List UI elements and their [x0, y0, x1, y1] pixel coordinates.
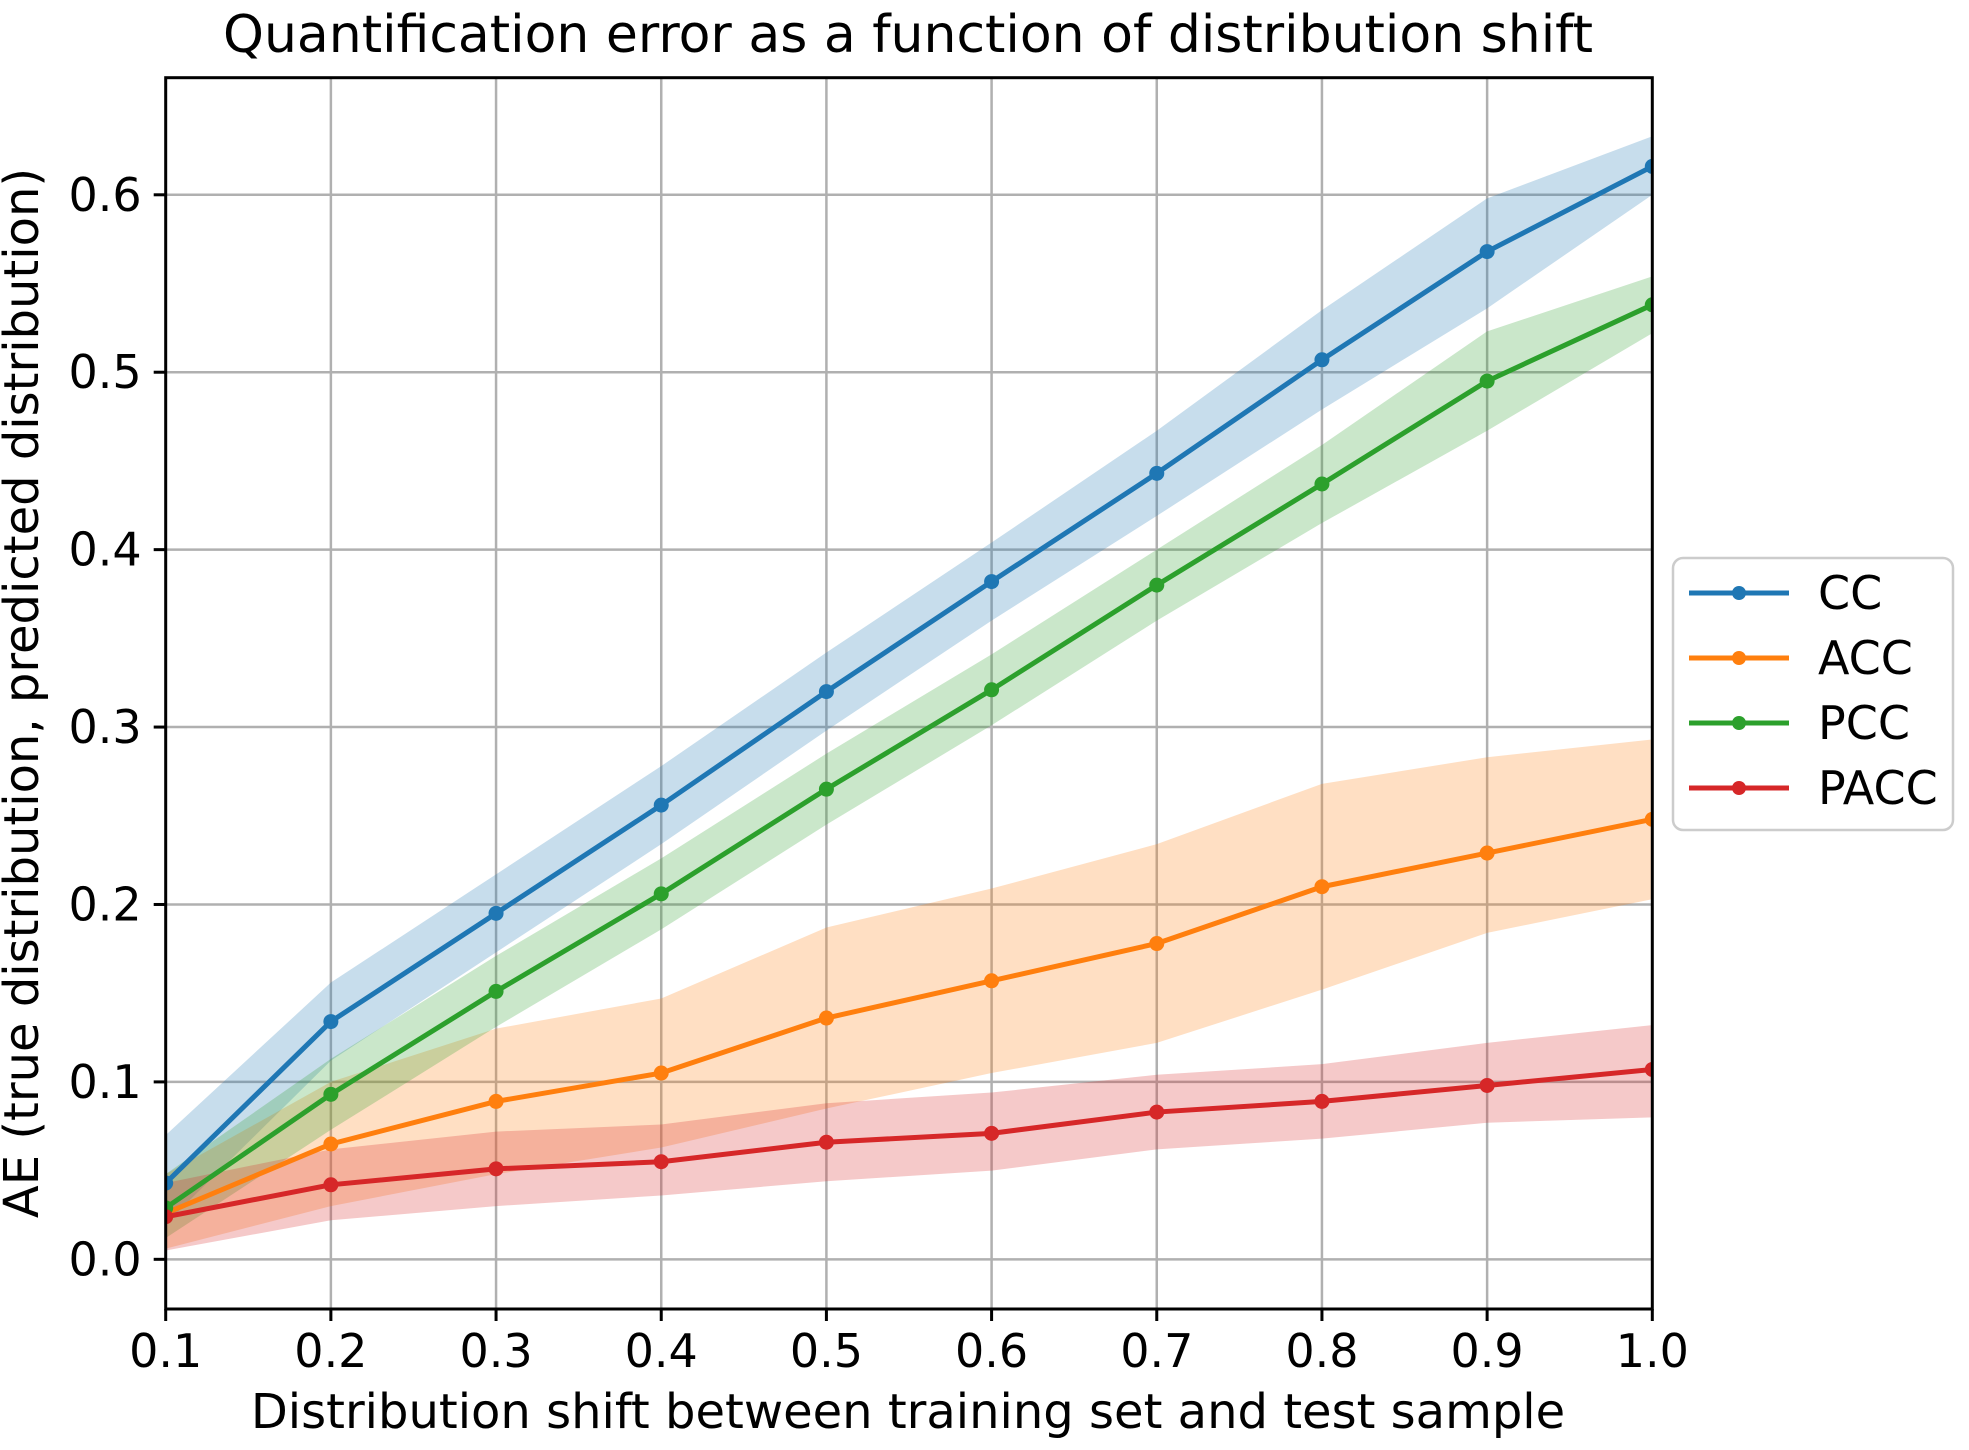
- plot-border: [164, 76, 1654, 1311]
- y-tick-label-0: 0.0: [69, 1232, 142, 1286]
- x-tick-label-0.2: 0.2: [294, 1324, 367, 1378]
- legend-marker-ACC: [1732, 651, 1746, 665]
- legend: CC ACC PCC PACC: [1671, 556, 1955, 832]
- line-CC: [165, 164, 1653, 1185]
- x-tick-label-0.3: 0.3: [459, 1324, 532, 1378]
- x-tick-label-0.9: 0.9: [1451, 1324, 1524, 1378]
- legend-label-ACC: ACC: [1818, 631, 1913, 685]
- band-CC: [165, 136, 1653, 1224]
- x-axis-label: Distribution shift between training set …: [251, 1384, 1565, 1440]
- legend-item-PACC: PACC: [1689, 761, 1938, 815]
- marker-PCC-0.6: [984, 682, 1000, 698]
- marker-CC-0.3: [488, 905, 504, 921]
- marker-ACC-0.6: [984, 973, 1000, 989]
- marker-PACC-0.4: [653, 1154, 669, 1170]
- marker-ACC-0.4: [653, 1065, 669, 1081]
- band-PCC: [165, 276, 1653, 1239]
- x-tick-label-0.6: 0.6: [955, 1324, 1028, 1378]
- x-tick-labels: 0.1 0.2 0.3 0.4 0.5 0.6 0.7 0.8 0.9 1.0: [129, 1324, 1689, 1378]
- marker-PCC-0.2: [323, 1086, 339, 1102]
- legend-marker-PCC: [1732, 716, 1746, 730]
- confidence-bands: [165, 136, 1653, 1251]
- marker-PACC-0.2: [323, 1177, 339, 1193]
- y-tick-label-0.4: 0.4: [69, 523, 142, 577]
- marker-PACC-0.7: [1149, 1104, 1165, 1120]
- marker-CC-0.5: [818, 684, 834, 700]
- legend-item-ACC: ACC: [1689, 631, 1913, 685]
- series-CC: [165, 158, 1653, 1191]
- series-PCC: [165, 297, 1653, 1216]
- marker-ACC-0.7: [1149, 936, 1165, 952]
- line-PACC: [165, 1066, 1653, 1220]
- y-tick-label-0.6: 0.6: [69, 168, 142, 222]
- band-ACC: [165, 739, 1653, 1249]
- marker-ACC-0.2: [323, 1136, 339, 1152]
- legend-item-CC: CC: [1689, 566, 1882, 620]
- x-tick-label-0.1: 0.1: [129, 1324, 202, 1378]
- y-tick-label-0.5: 0.5: [69, 345, 142, 399]
- marker-ACC-1: [1644, 811, 1653, 827]
- marker-PCC-0.7: [1149, 577, 1165, 593]
- marker-PACC-0.6: [984, 1125, 1000, 1141]
- marker-PCC-0.9: [1479, 373, 1495, 389]
- y-tick-label-0.1: 0.1: [69, 1055, 142, 1109]
- legend-box: [1671, 556, 1955, 832]
- series-ACC: [165, 811, 1653, 1221]
- series-PACC: [165, 1061, 1653, 1225]
- marker-CC-0.7: [1149, 465, 1165, 481]
- x-tick-label-0.8: 0.8: [1285, 1324, 1358, 1378]
- y-tick-label-0.3: 0.3: [69, 700, 142, 754]
- marker-PACC-0.5: [818, 1134, 834, 1150]
- marker-PCC-0.5: [818, 781, 834, 797]
- legend-label-CC: CC: [1818, 566, 1882, 620]
- x-tick-label-0.5: 0.5: [790, 1324, 863, 1378]
- marker-CC-0.8: [1314, 352, 1330, 368]
- axis-ticks: [153, 193, 1654, 1321]
- line-PCC: [165, 302, 1653, 1210]
- legend-marker-PACC: [1732, 781, 1746, 795]
- x-tick-label-0.7: 0.7: [1120, 1324, 1193, 1378]
- marker-CC-0.1: [165, 1175, 174, 1191]
- legend-label-PCC: PCC: [1818, 696, 1910, 750]
- y-tick-labels: 0.0 0.1 0.2 0.3 0.4 0.5 0.6: [69, 168, 142, 1287]
- legend-item-PCC: PCC: [1689, 696, 1910, 750]
- marker-PCC-0.8: [1314, 476, 1330, 492]
- marker-PCC-0.4: [653, 886, 669, 902]
- y-axis-label: AE (true distribution, predicted distrib…: [0, 168, 50, 1218]
- legend-label-PACC: PACC: [1818, 761, 1938, 815]
- x-tick-label-1: 1.0: [1616, 1324, 1689, 1378]
- marker-CC-0.6: [984, 574, 1000, 590]
- x-tick-label-0.4: 0.4: [625, 1324, 698, 1378]
- chart-title: Quantification error as a function of di…: [223, 5, 1593, 65]
- marker-ACC-0.8: [1314, 879, 1330, 895]
- legend-marker-CC: [1732, 586, 1746, 600]
- marker-PACC-0.9: [1479, 1077, 1495, 1093]
- series-lines: [165, 158, 1653, 1225]
- marker-ACC-0.3: [488, 1093, 504, 1109]
- marker-CC-0.9: [1479, 244, 1495, 260]
- marker-CC-0.2: [323, 1014, 339, 1030]
- marker-PCC-0.3: [488, 983, 504, 999]
- line-ACC: [165, 816, 1653, 1216]
- y-tick-label-0.2: 0.2: [69, 877, 142, 931]
- marker-PACC-0.3: [488, 1161, 504, 1177]
- marker-CC-0.4: [653, 797, 669, 813]
- marker-PACC-0.8: [1314, 1093, 1330, 1109]
- marker-ACC-0.9: [1479, 845, 1495, 861]
- marker-PACC-1: [1644, 1061, 1653, 1077]
- marker-PCC-1: [1644, 297, 1653, 313]
- marker-CC-1: [1644, 158, 1653, 174]
- marker-PACC-0.1: [165, 1209, 174, 1225]
- marker-ACC-0.5: [818, 1010, 834, 1026]
